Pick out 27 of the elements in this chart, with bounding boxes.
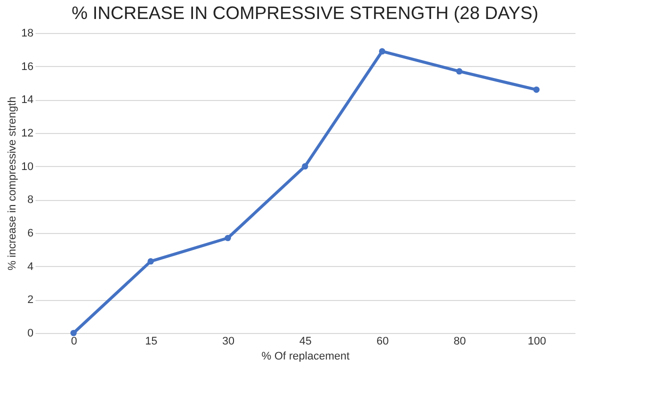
y-tick-label: 0 <box>27 328 34 340</box>
x-tick-label: 45 <box>299 336 312 348</box>
y-tick-label: 8 <box>27 194 34 206</box>
point <box>148 258 154 264</box>
y-tick-label: 10 <box>21 160 34 173</box>
point <box>224 234 232 242</box>
x-tick-label: 100 <box>528 336 546 348</box>
x-tick-label: 30 <box>222 336 234 348</box>
point <box>378 48 386 54</box>
y-tick-label: 2 <box>27 294 34 306</box>
y-tick-label: 16 <box>21 60 34 73</box>
y-tick-label: 14 <box>21 94 34 106</box>
y-tick-label: 6 <box>27 228 34 240</box>
x-axis-title: % Of replacement <box>261 350 350 362</box>
x-tick-label: 80 <box>454 336 466 348</box>
y-tick-label: 12 <box>21 128 34 140</box>
point <box>533 86 540 93</box>
y-axis-title: % increase in compressive strength <box>6 96 18 270</box>
x-tick-label: 15 <box>145 336 158 348</box>
point <box>70 330 77 336</box>
x-tick-label: 0 <box>71 336 78 348</box>
x-tick-label: 60 <box>376 336 389 348</box>
point <box>302 163 308 170</box>
point <box>456 68 462 74</box>
chart-title: % INCREASE IN COMPRESSIVE STRENGTH (28 DAYS) <box>72 3 538 23</box>
y-tick-label: 18 <box>21 28 34 40</box>
y-tick-label: 4 <box>27 260 34 273</box>
